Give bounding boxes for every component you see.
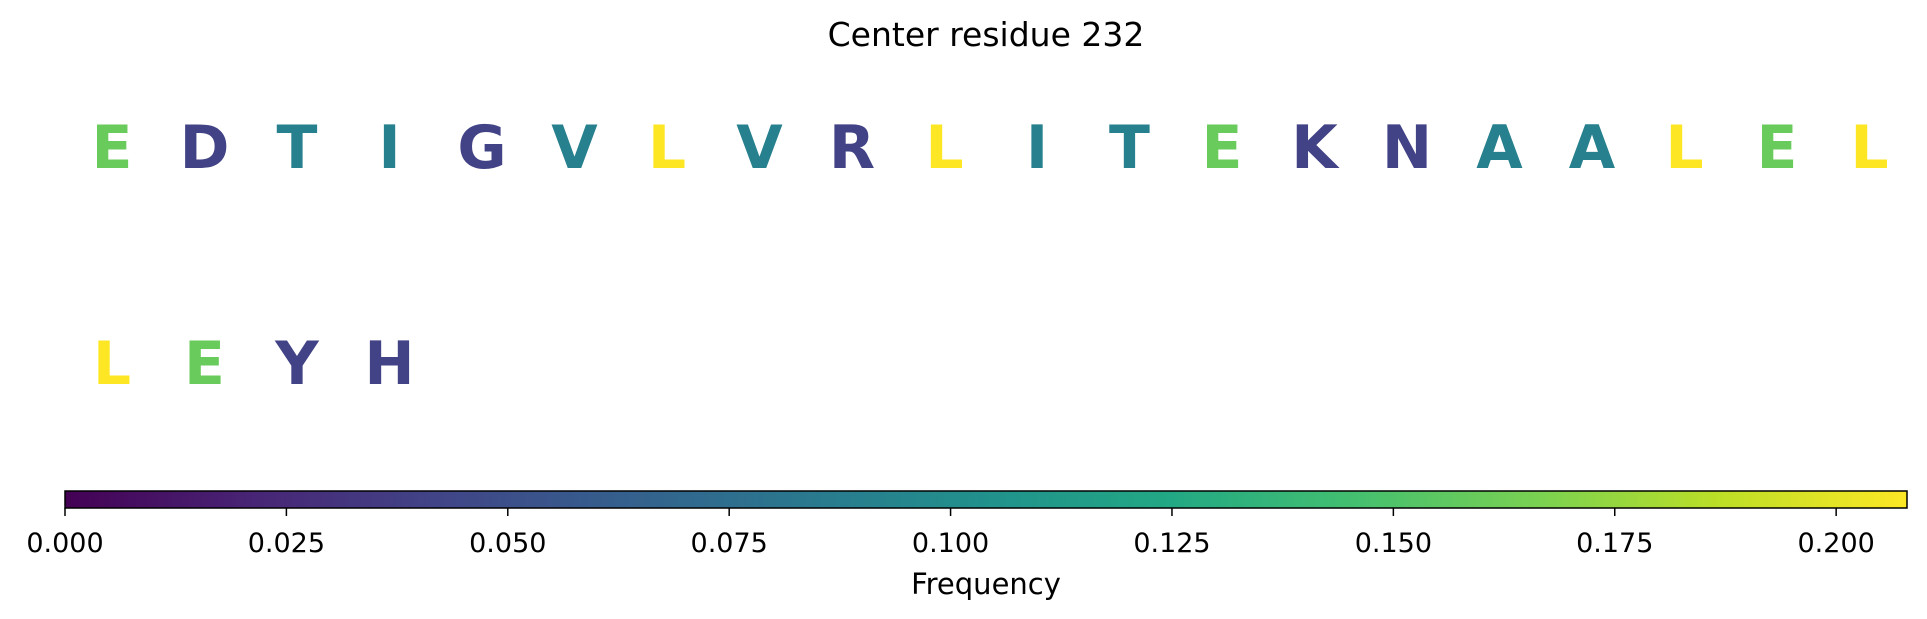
colorbar: 0.000 0.025 0.050 0.075 0.100 0.125 0.150 0.175… xyxy=(26,490,1908,601)
residue-letter: A xyxy=(1476,113,1523,183)
residue-letter: G xyxy=(457,113,506,183)
residue-letter: K xyxy=(1291,113,1340,183)
colorbar-label: Frequency xyxy=(911,567,1061,601)
colorbar-tick-label: 0.200 xyxy=(1798,528,1875,559)
residue-letter: H xyxy=(364,329,414,399)
residue-letter: L xyxy=(1850,113,1888,183)
residue-letter: V xyxy=(736,113,783,183)
residue-letter: T xyxy=(277,113,318,183)
colorbar-tick-label: 0.050 xyxy=(469,528,546,559)
colorbar-tick-label: 0.000 xyxy=(26,528,103,559)
residue-letter: R xyxy=(829,113,875,183)
colorbar-ticks: 0.000 0.025 0.050 0.075 0.100 0.125 0.150 0.175… xyxy=(26,508,1875,559)
residue-letter: N xyxy=(1382,113,1432,183)
colorbar-gradient xyxy=(64,490,1908,509)
residue-letter: L xyxy=(925,113,963,183)
colorbar-tick-label: 0.150 xyxy=(1355,528,1432,559)
residue-letter: E xyxy=(1202,113,1243,183)
residue-letter: L xyxy=(1665,113,1703,183)
residue-letter: I xyxy=(1026,113,1048,183)
chart-title: Center residue 232 xyxy=(828,15,1145,54)
colorbar-tick-label: 0.075 xyxy=(691,528,768,559)
residue-letter: E xyxy=(92,113,133,183)
colorbar-tick-label: 0.025 xyxy=(248,528,325,559)
residue-letter: I xyxy=(378,113,400,183)
residue-letter: L xyxy=(648,113,686,183)
residue-letter: V xyxy=(551,113,598,183)
residue-letter: A xyxy=(1569,113,1616,183)
residue-letter: Y xyxy=(274,329,320,399)
residue-grid: E D T I G V L V R L I T E K N A A L E LL E Y H xyxy=(92,113,1889,399)
residue-letter: D xyxy=(180,113,230,183)
residue-letter: E xyxy=(1757,113,1798,183)
residue-letter: T xyxy=(1109,113,1150,183)
colorbar-tick-label: 0.100 xyxy=(912,528,989,559)
colorbar-tick-label: 0.175 xyxy=(1576,528,1653,559)
residue-letter: E xyxy=(184,329,225,399)
residue-letter: L xyxy=(93,329,131,399)
colorbar-tick-label: 0.125 xyxy=(1133,528,1210,559)
